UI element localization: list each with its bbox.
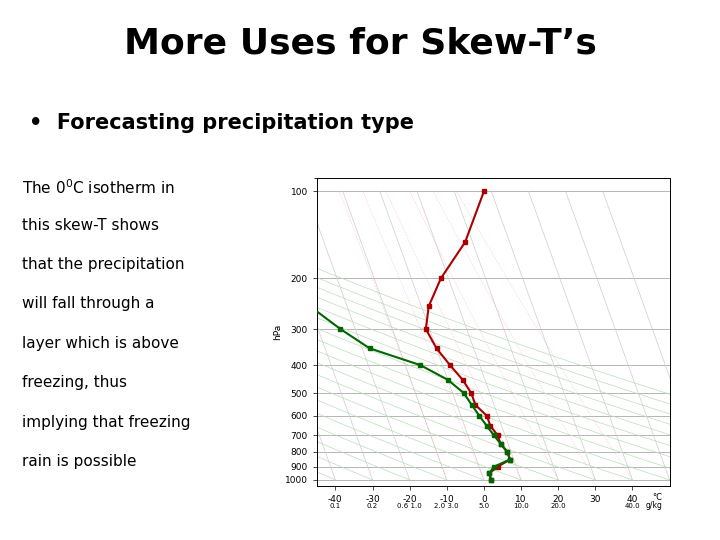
Text: •  Forecasting precipitation type: • Forecasting precipitation type xyxy=(29,113,414,133)
Text: freezing, thus: freezing, thus xyxy=(22,375,127,390)
Text: More Uses for Skew-T’s: More Uses for Skew-T’s xyxy=(124,27,596,61)
Text: that the precipitation: that the precipitation xyxy=(22,257,184,272)
Y-axis label: hPa: hPa xyxy=(273,324,282,340)
Text: this skew-T shows: this skew-T shows xyxy=(22,218,158,233)
Text: 0.6 1.0: 0.6 1.0 xyxy=(397,503,422,509)
Text: implying that freezing: implying that freezing xyxy=(22,415,190,430)
Text: 40.0: 40.0 xyxy=(625,503,640,509)
Text: will fall through a: will fall through a xyxy=(22,296,154,312)
Text: layer which is above: layer which is above xyxy=(22,336,179,351)
Text: °C: °C xyxy=(652,492,662,502)
Text: 10.0: 10.0 xyxy=(513,503,529,509)
Text: 0.1: 0.1 xyxy=(330,503,341,509)
Text: 5.0: 5.0 xyxy=(478,503,490,509)
Text: The 0$^0$C isotherm in: The 0$^0$C isotherm in xyxy=(22,178,174,197)
Text: 20.0: 20.0 xyxy=(550,503,566,509)
Text: rain is possible: rain is possible xyxy=(22,454,136,469)
Text: 2.0 3.0: 2.0 3.0 xyxy=(434,503,459,509)
Text: 0.2: 0.2 xyxy=(367,503,378,509)
Text: g/kg: g/kg xyxy=(646,501,662,510)
